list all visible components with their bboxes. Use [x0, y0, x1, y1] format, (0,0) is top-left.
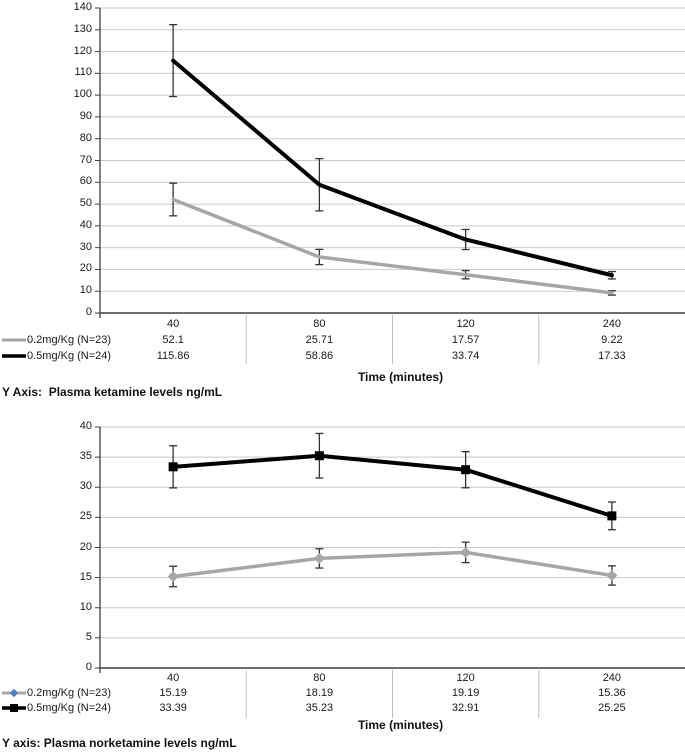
ketamine-y-axis-caption: Y Axis: Plasma ketamine levels ng/mL	[2, 385, 223, 399]
category-label: 80	[313, 318, 326, 330]
y-tick-label: 35	[79, 450, 92, 462]
y-tick-label: 20	[79, 541, 92, 553]
diamond-marker-icon	[167, 570, 179, 582]
y-tick-label: 130	[73, 23, 92, 35]
table-value: 15.19	[159, 687, 187, 699]
y-tick-label: 40	[79, 420, 92, 432]
table-value: 25.25	[598, 702, 626, 714]
y-tick-label: 60	[79, 175, 92, 187]
category-label: 40	[167, 672, 180, 684]
table-value: 115.86	[156, 350, 190, 362]
legend-label: 0.2mg/Kg (N=23)	[27, 334, 112, 346]
table-value: 52.1	[162, 334, 184, 346]
y-tick-label: 20	[79, 262, 92, 274]
table-value: 25.71	[305, 334, 334, 346]
ketamine-x-axis-title: Time (minutes)	[357, 370, 444, 384]
series-line	[171, 197, 614, 295]
y-tick-label: 25	[79, 510, 92, 522]
category-label: 80	[313, 672, 326, 684]
square-marker-icon	[168, 462, 178, 472]
diamond-marker-icon	[313, 552, 325, 564]
square-marker-icon	[314, 451, 324, 461]
category-label: 40	[167, 318, 180, 330]
table-value: 19.19	[451, 687, 480, 699]
y-tick-label: 100	[73, 88, 92, 100]
diamond-marker-icon	[460, 546, 472, 558]
table-value: 17.33	[598, 350, 626, 362]
legend-label: 0.2mg/Kg (N=23)	[27, 687, 112, 699]
y-tick-label: 110	[74, 66, 92, 78]
y-tick-label: 120	[73, 45, 92, 57]
y-tick-label: 30	[79, 241, 92, 253]
table-value: 9.22	[601, 334, 623, 346]
table-value: 35.23	[305, 702, 334, 714]
category-label: 240	[602, 672, 622, 684]
y-tick-label: 0	[85, 306, 92, 318]
table-value: 58.86	[305, 350, 334, 362]
legend-label: 0.5mg/Kg (N=24)	[27, 350, 112, 362]
y-tick-label: 10	[79, 601, 92, 613]
square-marker-icon	[10, 704, 18, 712]
series-line	[171, 550, 614, 579]
table-value: 33.74	[451, 350, 480, 362]
table-value: 15.36	[598, 687, 626, 699]
y-tick-label: 70	[79, 154, 92, 166]
category-label: 240	[602, 318, 622, 330]
square-marker-icon	[607, 511, 617, 521]
y-tick-label: 90	[79, 110, 92, 122]
y-tick-label: 50	[79, 197, 92, 209]
norketamine-x-axis-title: Time (minutes)	[357, 718, 444, 732]
diamond-marker-icon	[606, 569, 618, 581]
y-tick-label: 10	[79, 284, 92, 296]
y-tick-label: 30	[79, 480, 92, 492]
table-value: 17.57	[451, 334, 480, 346]
table-value: 32.91	[451, 702, 480, 714]
y-tick-label: 15	[79, 571, 92, 583]
series-line	[171, 453, 614, 518]
norketamine-y-axis-caption: Y axis: Plasma norketamine levels ng/mL	[2, 736, 237, 750]
table-value: 33.39	[159, 702, 187, 714]
diamond-marker-icon	[9, 688, 19, 698]
y-tick-label: 5	[85, 631, 92, 643]
square-marker-icon	[461, 465, 471, 475]
y-tick-label: 40	[79, 219, 92, 231]
y-tick-label: 80	[79, 132, 92, 144]
category-label: 120	[456, 672, 475, 684]
y-tick-label: 140	[73, 1, 92, 13]
y-tick-label: 0	[85, 661, 92, 673]
legend-label: 0.5mg/Kg (N=24)	[27, 702, 112, 714]
series-line	[171, 58, 614, 278]
table-value: 18.19	[305, 687, 334, 699]
category-label: 120	[456, 318, 475, 330]
